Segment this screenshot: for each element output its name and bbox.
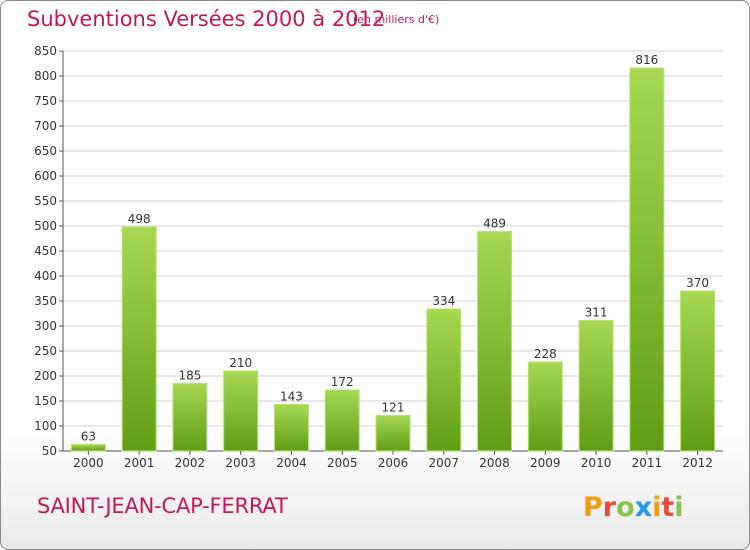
x-tick-label-2004: 2004 <box>276 456 307 470</box>
y-tick-label: 200 <box>34 369 57 383</box>
logo-letter: P <box>583 492 603 523</box>
x-tick-label-2005: 2005 <box>327 456 358 470</box>
bar-2001 <box>121 226 157 452</box>
x-tick-label-2006: 2006 <box>378 456 409 470</box>
bar-2011 <box>629 67 665 452</box>
bar-2003 <box>223 370 259 452</box>
y-tick-label: 750 <box>34 94 57 108</box>
data-label-2011: 816 <box>635 53 658 67</box>
x-tick-label-2012: 2012 <box>682 456 713 470</box>
y-tick-label: 500 <box>34 219 57 233</box>
data-label-2012: 370 <box>686 276 709 290</box>
y-tick-label: 150 <box>34 394 57 408</box>
bar-2005 <box>324 389 360 452</box>
y-tick-label: 650 <box>34 144 57 158</box>
data-label-2008: 489 <box>483 217 506 231</box>
bar-2008 <box>477 231 513 452</box>
proxiti-logo: Proxiti <box>583 491 684 525</box>
logo-letter: r <box>602 492 617 523</box>
data-label-2004: 143 <box>280 390 303 404</box>
logo-letter: i <box>674 492 684 523</box>
data-label-2003: 210 <box>229 356 252 370</box>
bar-2007 <box>426 308 462 452</box>
logo-letter: i <box>652 492 662 523</box>
data-label-2010: 311 <box>585 306 608 320</box>
chart-title: Subventions Versées 2000 à 2012 <box>27 7 386 31</box>
x-tick-label-2007: 2007 <box>428 456 459 470</box>
chart-unit-note: (en milliers d'€) <box>353 13 440 26</box>
data-label-2002: 185 <box>178 369 201 383</box>
x-tick-label-2009: 2009 <box>530 456 561 470</box>
data-label-2006: 121 <box>382 401 405 415</box>
x-tick-label-2003: 2003 <box>225 456 256 470</box>
y-tick-label: 450 <box>34 244 57 258</box>
bar-2010 <box>578 320 614 452</box>
y-tick-label: 400 <box>34 269 57 283</box>
data-label-2001: 498 <box>128 212 151 226</box>
x-tick-label-2002: 2002 <box>175 456 206 470</box>
logo-letter: x <box>634 492 653 523</box>
bar-2009 <box>527 361 563 452</box>
bar-2002 <box>172 383 208 452</box>
commune-name: SAINT-JEAN-CAP-FERRAT <box>37 494 288 518</box>
bar-2012 <box>680 290 716 452</box>
logo-letter: o <box>616 492 635 523</box>
x-tick-label-2008: 2008 <box>479 456 510 470</box>
data-label-2000: 63 <box>81 430 96 444</box>
data-label-2007: 334 <box>432 294 455 308</box>
bar-2006 <box>375 415 411 452</box>
y-tick-label: 250 <box>34 344 57 358</box>
bar-2004 <box>273 404 309 452</box>
bar-2000 <box>70 444 106 452</box>
data-label-2005: 172 <box>331 375 354 389</box>
logo-letter: t <box>661 492 675 523</box>
x-tick-label-2010: 2010 <box>581 456 612 470</box>
data-label-2009: 228 <box>534 347 557 361</box>
y-tick-label: 350 <box>34 294 57 308</box>
x-tick-label-2001: 2001 <box>124 456 155 470</box>
y-tick-label: 850 <box>34 44 57 58</box>
y-tick-label: 800 <box>34 69 57 83</box>
x-tick-label-2000: 2000 <box>73 456 104 470</box>
x-tick-label-2011: 2011 <box>632 456 663 470</box>
y-tick-label: 100 <box>34 419 57 433</box>
y-tick-label: 700 <box>34 119 57 133</box>
y-tick-label: 550 <box>34 194 57 208</box>
y-tick-label: 600 <box>34 169 57 183</box>
y-tick-label: 300 <box>34 319 57 333</box>
y-tick-label: 50 <box>42 444 57 458</box>
